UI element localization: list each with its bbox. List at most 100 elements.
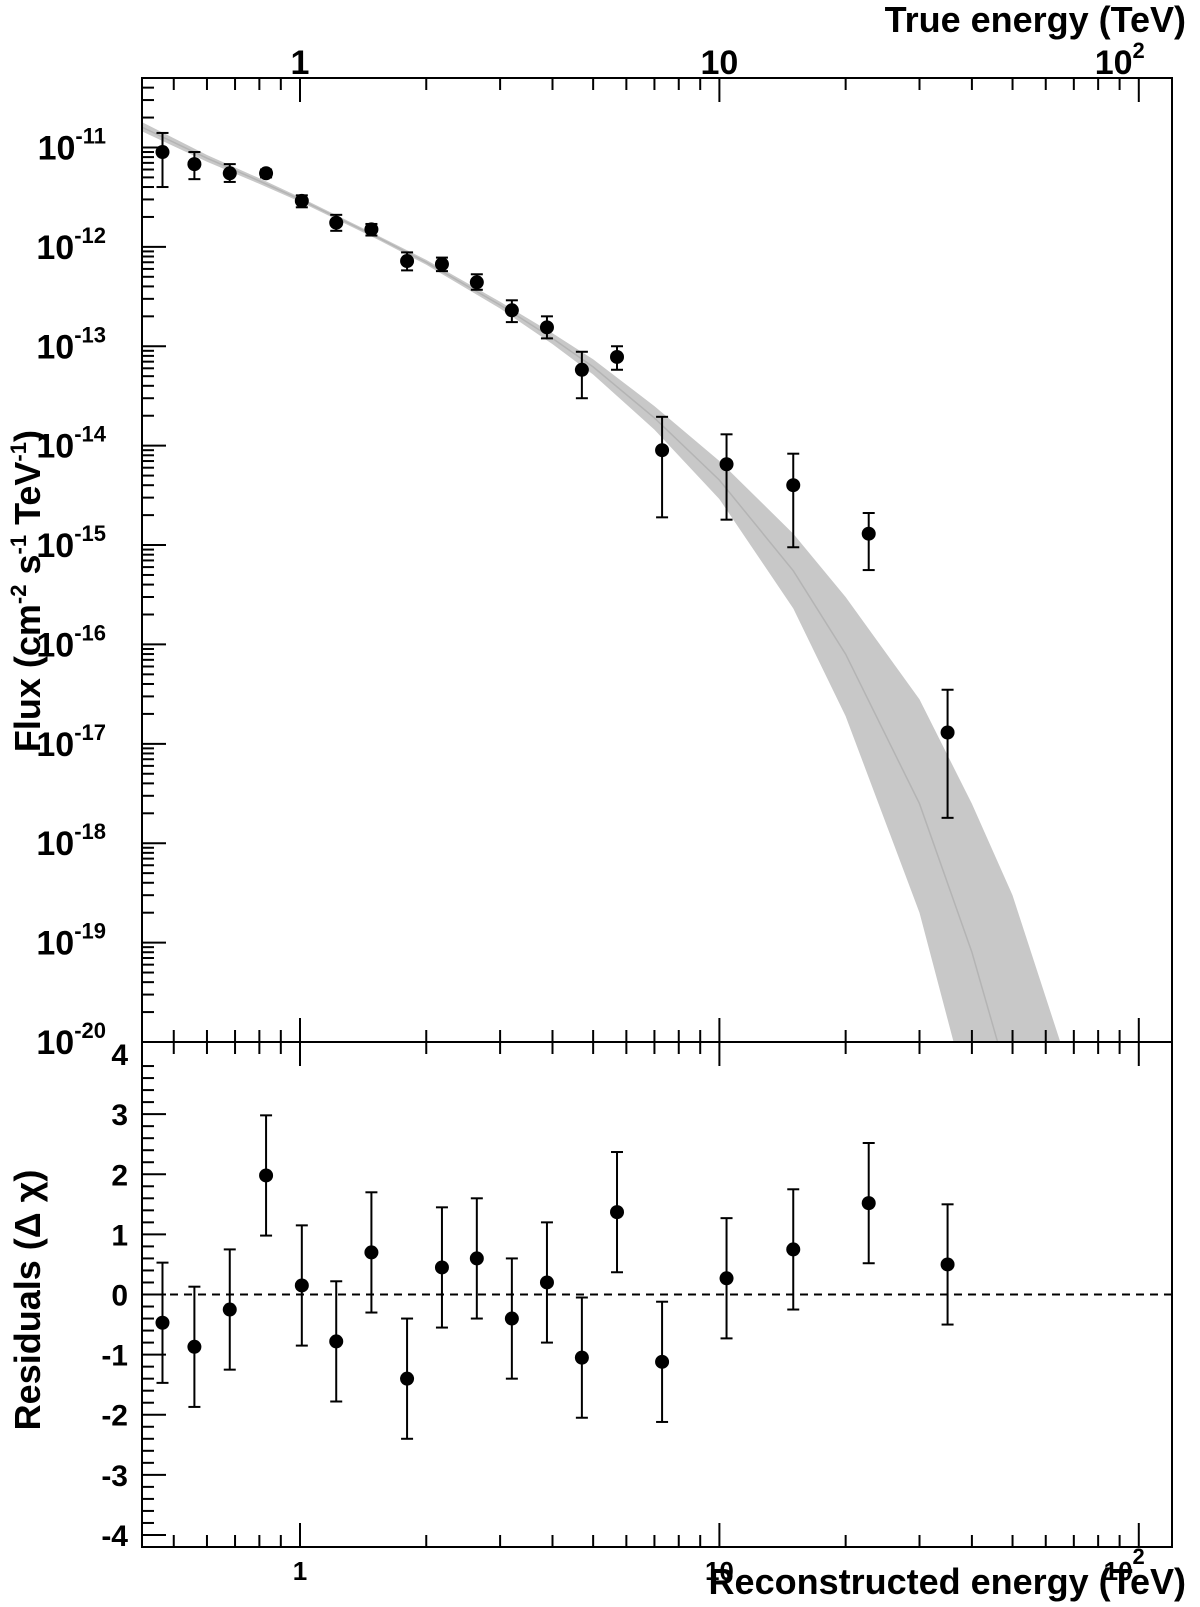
- residual-marker: [786, 1242, 801, 1257]
- flux-point: [719, 433, 734, 521]
- flux-point: [187, 151, 202, 181]
- flux-marker: [504, 303, 519, 318]
- flux-y-axis-title: Flux (cm-2 s-1 TeV-1): [6, 430, 48, 752]
- model-best-fit-line: [142, 126, 999, 1042]
- flux-marker: [364, 222, 379, 237]
- flux-ticks: [142, 77, 1140, 1043]
- flux-y-tick-label: 10-18: [36, 819, 106, 863]
- residual-point: [504, 1257, 519, 1380]
- residual-point: [222, 1248, 237, 1371]
- residual-point: [294, 1224, 309, 1347]
- residual-marker: [222, 1302, 237, 1317]
- flux-point: [259, 166, 274, 181]
- residual-point: [364, 1191, 379, 1314]
- x-axis-title: Reconstructed energy (TeV): [709, 1561, 1186, 1602]
- flux-point: [434, 256, 449, 273]
- flux-y-tick-label: 10-17: [36, 720, 106, 764]
- res-y-tick-label: -2: [101, 1400, 128, 1433]
- residual-point: [329, 1280, 344, 1403]
- residual-marker: [719, 1271, 734, 1286]
- flux-y-tick-label: 10-19: [36, 919, 106, 963]
- flux-point: [294, 193, 309, 209]
- residual-plot-frame: [141, 1041, 1173, 1548]
- flux-point: [610, 345, 625, 371]
- residual-marker: [610, 1205, 625, 1220]
- residual-marker: [469, 1251, 484, 1266]
- residual-point: [719, 1217, 734, 1340]
- res-y-tick-label: 4: [111, 1039, 128, 1072]
- residual-point: [259, 1114, 274, 1237]
- residual-marker: [187, 1339, 202, 1354]
- flux-marker: [329, 215, 344, 230]
- top-x-tick-label: 102: [1095, 38, 1145, 82]
- model-uncertainty-band: [142, 122, 1061, 1042]
- residual-marker: [294, 1278, 309, 1293]
- res-y-tick-label: 3: [111, 1099, 128, 1132]
- top-x-tick-label: 10: [700, 44, 738, 82]
- residual-point: [539, 1221, 554, 1344]
- flux-point: [155, 131, 170, 189]
- residual-point: [155, 1261, 170, 1384]
- residual-point: [940, 1203, 955, 1326]
- bottom-x-tick-label: 1: [293, 1556, 307, 1586]
- residual-marker: [329, 1334, 344, 1349]
- flux-point: [222, 163, 237, 183]
- flux-y-tick-label: 10-14: [36, 422, 106, 466]
- res-y-tick-label: -4: [101, 1520, 128, 1553]
- residual-y-axis-title: Residuals (Δ χ): [7, 1170, 48, 1431]
- flux-point: [504, 299, 519, 324]
- flux-point: [940, 688, 955, 819]
- flux-marker: [155, 145, 170, 160]
- bottom-x-tick-label: 102: [1104, 1544, 1145, 1586]
- res-y-tick-label: 2: [111, 1159, 128, 1192]
- flux-marker: [469, 275, 484, 290]
- residual-marker: [574, 1350, 589, 1365]
- res-y-tick-label: -1: [101, 1340, 128, 1373]
- model-band: [142, 122, 1061, 1042]
- flux-point: [655, 415, 670, 519]
- residual-marker: [655, 1354, 670, 1369]
- flux-marker: [861, 526, 876, 541]
- flux-point: [364, 222, 379, 237]
- residual-marker: [259, 1168, 274, 1183]
- bottom-x-tick-label: 10: [705, 1556, 734, 1586]
- top-axis-title: True energy (TeV): [885, 0, 1186, 40]
- residual-point: [610, 1151, 625, 1274]
- flux-marker: [434, 257, 449, 272]
- residual-marker: [434, 1260, 449, 1275]
- residual-point: [786, 1188, 801, 1311]
- flux-point: [400, 251, 415, 272]
- flux-marker: [222, 166, 237, 181]
- flux-marker: [610, 349, 625, 364]
- flux-point: [574, 350, 589, 400]
- residual-marker: [539, 1275, 554, 1290]
- residual-marker: [940, 1257, 955, 1272]
- residual-point: [434, 1206, 449, 1329]
- res-y-tick-label: 0: [111, 1280, 128, 1313]
- flux-marker: [539, 320, 554, 335]
- flux-y-tick-label: 10-16: [36, 620, 106, 664]
- flux-marker: [940, 725, 955, 740]
- flux-marker: [187, 157, 202, 172]
- flux-data-points: [155, 131, 955, 819]
- flux-y-tick-label: 10-15: [36, 521, 106, 565]
- flux-marker: [655, 443, 670, 458]
- flux-marker: [786, 478, 801, 493]
- residual-point: [400, 1317, 415, 1440]
- res-y-tick-label: -3: [101, 1460, 128, 1493]
- residual-marker: [861, 1196, 876, 1211]
- res-y-tick-label: 1: [111, 1219, 128, 1252]
- flux-y-tick-label: 10-12: [36, 223, 106, 267]
- residual-point: [187, 1285, 202, 1408]
- residual-data-points: [155, 1114, 955, 1440]
- residual-ticks: [142, 1042, 1140, 1547]
- flux-point: [469, 273, 484, 291]
- flux-point: [329, 213, 344, 232]
- top-x-tick-label: 1: [291, 44, 310, 82]
- residual-point: [861, 1142, 876, 1265]
- residual-marker: [155, 1315, 170, 1330]
- residual-marker: [504, 1311, 519, 1326]
